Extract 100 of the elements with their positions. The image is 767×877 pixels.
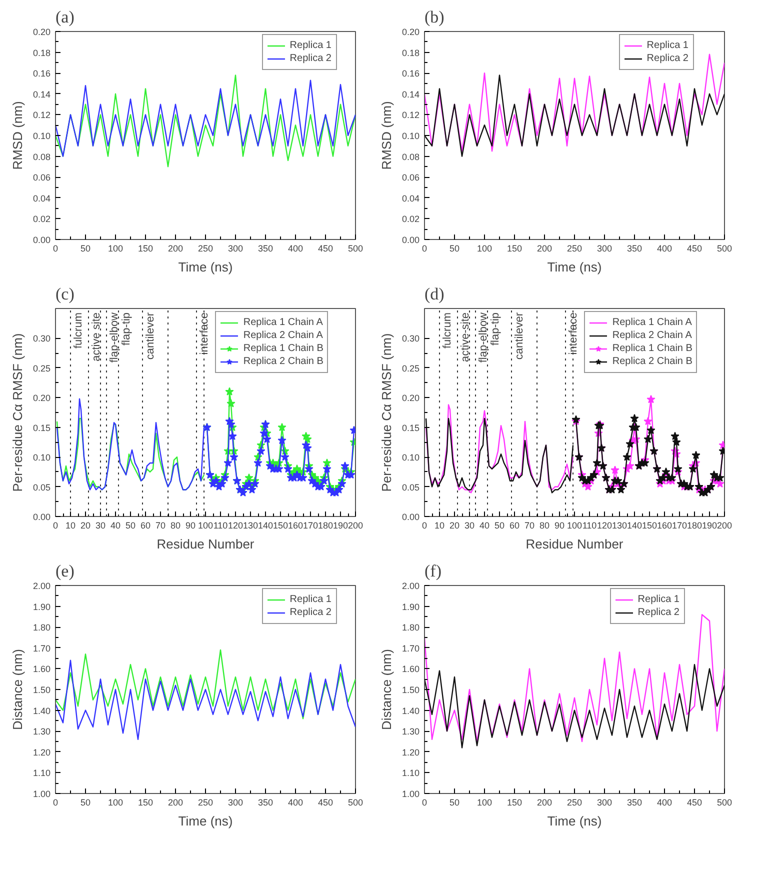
x-tick-label: 150 [138, 798, 154, 808]
x-tick-label: 20 [449, 520, 460, 530]
x-tick-label: 200 [716, 520, 732, 530]
y-tick-label: 0.04 [32, 193, 51, 204]
y-tick-label: 1.20 [32, 747, 51, 758]
legend-label: Replica 2 [290, 606, 332, 619]
legend-label: Replica 1 [290, 593, 332, 606]
y-tick-label: 1.30 [402, 726, 420, 737]
legend-label: Replica 1 [290, 39, 332, 52]
x-tick-label: 120 [228, 520, 244, 530]
x-tick-label: 500 [348, 798, 364, 808]
x-tick-label: 450 [686, 798, 702, 808]
y-tick-label: 1.10 [32, 768, 51, 778]
ref-line-label: interface [198, 312, 210, 355]
y-tick-label: 1.00 [32, 789, 51, 799]
x-tick-label: 20 [80, 520, 91, 530]
legend-label: Replica 2 [638, 606, 680, 619]
y-tick-label: 0.00 [402, 235, 420, 245]
y-axis-title: Per-residue Cα RMSF (nm) [378, 333, 394, 492]
x-tick-label: 250 [198, 244, 214, 254]
x-tick-label: 200 [168, 798, 184, 808]
x-tick-label: 150 [506, 798, 522, 808]
legend-label: Replica 2 Chain B [612, 355, 692, 368]
y-tick-label: 0.10 [32, 131, 51, 141]
x-tick-label: 500 [716, 244, 732, 254]
x-tick-label: 90 [185, 520, 196, 530]
x-tick-label: 450 [318, 244, 334, 254]
x-tick-label: 40 [110, 520, 121, 530]
y-tick-label: 0.08 [32, 152, 51, 162]
chart-title: (b) [424, 8, 444, 26]
y-tick-label: 0.10 [402, 131, 420, 141]
y-tick-label: 1.90 [402, 602, 420, 612]
y-axis-title: Distance (nm) [10, 649, 25, 730]
x-tick-label: 160 [288, 520, 304, 530]
x-tick-label: 180 [686, 520, 702, 530]
x-tick-label: 30 [464, 520, 475, 530]
x-tick-label: 60 [509, 520, 520, 530]
ref-line-label: active site [90, 312, 102, 362]
x-tick-label: 400 [656, 244, 672, 254]
x-tick-label: 150 [138, 244, 154, 254]
y-tick-label: 1.50 [402, 685, 420, 695]
y-axis-title: RMSD (nm) [10, 101, 25, 170]
x-tick-label: 350 [258, 244, 274, 254]
x-tick-label: 300 [596, 798, 612, 808]
ref-line-label: fulcrum [72, 312, 84, 349]
y-tick-label: 1.60 [32, 664, 51, 674]
y-tick-label: 0.30 [402, 334, 420, 344]
x-tick-label: 170 [672, 520, 688, 530]
x-tick-label: 400 [288, 798, 304, 808]
y-tick-label: 0.20 [32, 27, 51, 37]
y-tick-label: 0.04 [402, 193, 420, 204]
x-tick-label: 100 [198, 520, 214, 530]
x-tick-label: 190 [702, 520, 718, 530]
y-tick-label: 1.60 [402, 664, 420, 674]
x-tick-label: 140 [258, 520, 274, 530]
y-tick-label: 1.20 [402, 747, 420, 758]
x-tick-label: 0 [52, 520, 58, 530]
x-tick-label: 0 [422, 798, 428, 808]
x-tick-label: 100 [108, 244, 124, 254]
legend-label: Replica 2 [290, 52, 332, 65]
x-tick-label: 200 [168, 244, 184, 254]
ref-line-label: flap-tip [120, 312, 132, 346]
x-tick-label: 300 [228, 798, 244, 808]
legend-label: Replica 2 [646, 52, 688, 65]
legend-label: Replica 2 Chain A [612, 329, 692, 342]
x-tick-label: 250 [198, 798, 214, 808]
x-tick-label: 150 [272, 520, 288, 530]
y-tick-label: 1.40 [32, 706, 51, 716]
y-tick-label: 1.10 [402, 768, 420, 778]
x-tick-label: 130 [612, 520, 628, 530]
y-tick-label: 0.20 [32, 393, 51, 404]
y-tick-label: 0.14 [402, 89, 420, 100]
y-tick-label: 0.10 [32, 452, 51, 463]
x-axis-title: Residue Number [156, 536, 255, 552]
y-tick-label: 0.18 [32, 48, 51, 58]
y-tick-label: 0.06 [402, 172, 420, 183]
y-axis-title: Distance (nm) [378, 649, 394, 730]
x-tick-label: 80 [170, 520, 181, 530]
x-tick-label: 130 [242, 520, 258, 530]
x-tick-label: 80 [539, 520, 550, 530]
ref-line-label: active-site [460, 312, 472, 362]
y-tick-label: 1.50 [32, 685, 51, 695]
x-tick-label: 110 [582, 520, 597, 530]
x-tick-label: 50 [80, 244, 91, 254]
y-axis-title: Per-residue Cα RMSF (nm) [10, 333, 25, 492]
x-tick-label: 500 [716, 798, 732, 808]
x-tick-label: 50 [80, 798, 91, 808]
y-tick-label: 0.25 [402, 363, 420, 374]
y-tick-label: 1.70 [402, 643, 420, 654]
x-tick-label: 50 [449, 798, 460, 808]
y-tick-label: 0.14 [32, 89, 51, 100]
y-tick-label: 0.00 [32, 512, 51, 522]
legend-label: Replica 2 Chain A [243, 329, 323, 342]
x-tick-label: 60 [140, 520, 151, 530]
x-axis-title: Time (ns) [547, 814, 602, 828]
y-tick-label: 0.12 [402, 110, 420, 120]
y-tick-label: 2.00 [402, 581, 420, 591]
x-tick-label: 200 [536, 244, 552, 254]
x-tick-label: 120 [596, 520, 612, 530]
legend-label: Replica 1 Chain A [612, 316, 692, 329]
